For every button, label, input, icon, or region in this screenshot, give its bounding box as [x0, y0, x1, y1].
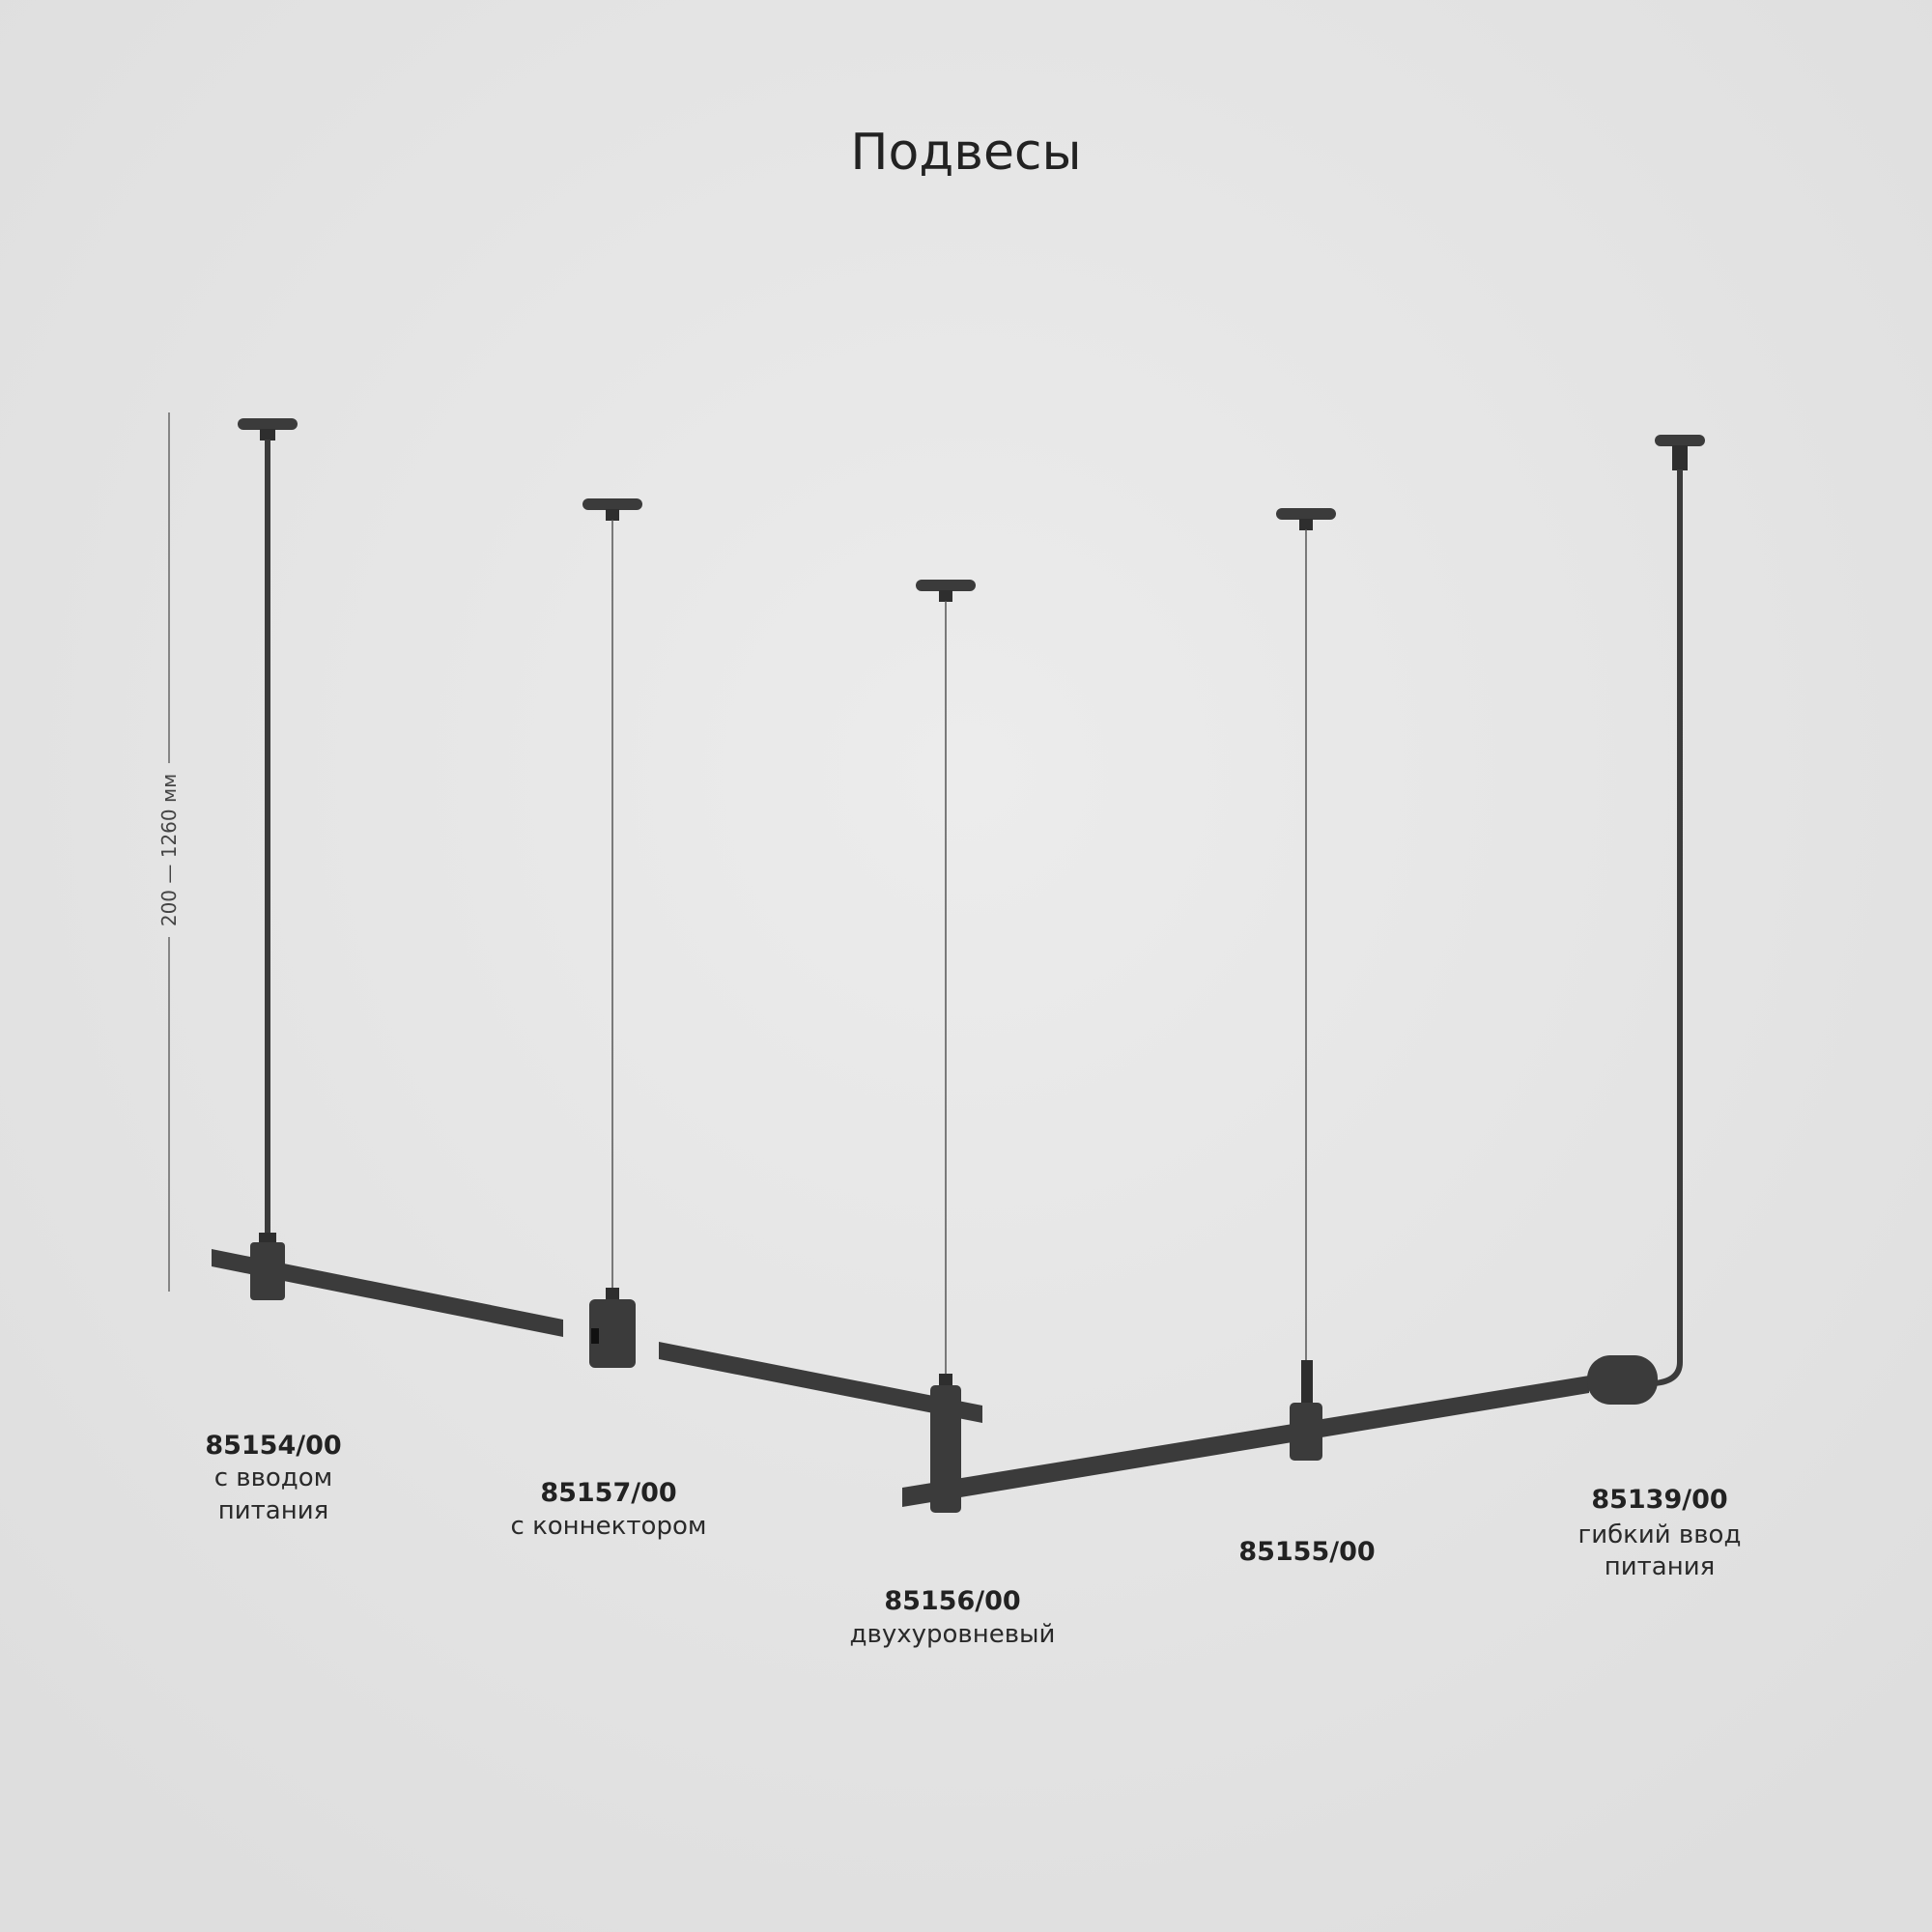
canopy-fitting — [606, 509, 619, 521]
canopy-fitting — [1299, 519, 1313, 530]
power-feed-body — [1587, 1355, 1658, 1405]
label-85155: 85155/00 — [1238, 1537, 1375, 1567]
connector-neck — [1301, 1360, 1313, 1405]
canopy-fitting — [939, 590, 952, 602]
product-code: 85156/00 — [884, 1586, 1020, 1616]
track-segment-lower — [902, 1376, 1589, 1507]
track-segment-2 — [659, 1342, 982, 1423]
product-code: 85157/00 — [540, 1478, 676, 1508]
product-code: 85139/00 — [1591, 1485, 1727, 1515]
pendant-85156 — [916, 580, 976, 1513]
dimension-indicator: 200 — 1260 мм — [157, 412, 181, 1292]
label-85157: 85157/00 с коннектором — [511, 1478, 707, 1541]
dimension-label: 200 — 1260 мм — [157, 774, 181, 926]
canopy — [238, 418, 298, 430]
label-85154: 85154/00 с вводом питания — [205, 1431, 341, 1525]
product-description: питания — [1605, 1552, 1716, 1581]
product-description: гибкий ввод — [1578, 1520, 1742, 1549]
canopy — [916, 580, 976, 591]
canopy — [582, 498, 642, 510]
pendant-85154 — [238, 418, 298, 1300]
canopy — [1276, 508, 1336, 520]
track-segment-1 — [212, 1249, 563, 1337]
two-level-body — [930, 1385, 961, 1513]
canopy — [1655, 435, 1705, 446]
connector-slot — [591, 1328, 599, 1344]
product-code: 85154/00 — [205, 1431, 341, 1461]
label-85156: 85156/00 двухуровневый — [850, 1586, 1056, 1649]
product-description: с коннектором — [511, 1512, 707, 1541]
canopy-fitting — [1672, 445, 1688, 470]
body-top — [939, 1374, 952, 1387]
product-description: с вводом — [214, 1463, 333, 1492]
rigid-rod — [265, 440, 270, 1241]
body-top — [606, 1288, 619, 1301]
pendant-85155 — [1276, 508, 1336, 1461]
pendant-85157 — [582, 498, 642, 1368]
pendant-85139 — [1587, 435, 1705, 1405]
flexible-rod — [1653, 469, 1683, 1386]
label-85139: 85139/00 гибкий ввод питания — [1578, 1485, 1742, 1581]
product-code: 85155/00 — [1238, 1537, 1375, 1567]
connector-body — [589, 1299, 636, 1368]
product-description: двухуровневый — [850, 1620, 1056, 1649]
product-description: питания — [218, 1496, 329, 1525]
page-title: Подвесы — [850, 124, 1081, 182]
pendant-body — [250, 1242, 285, 1300]
body-top — [259, 1233, 276, 1244]
pendant-body — [1290, 1403, 1322, 1461]
canopy-fitting — [260, 429, 275, 440]
